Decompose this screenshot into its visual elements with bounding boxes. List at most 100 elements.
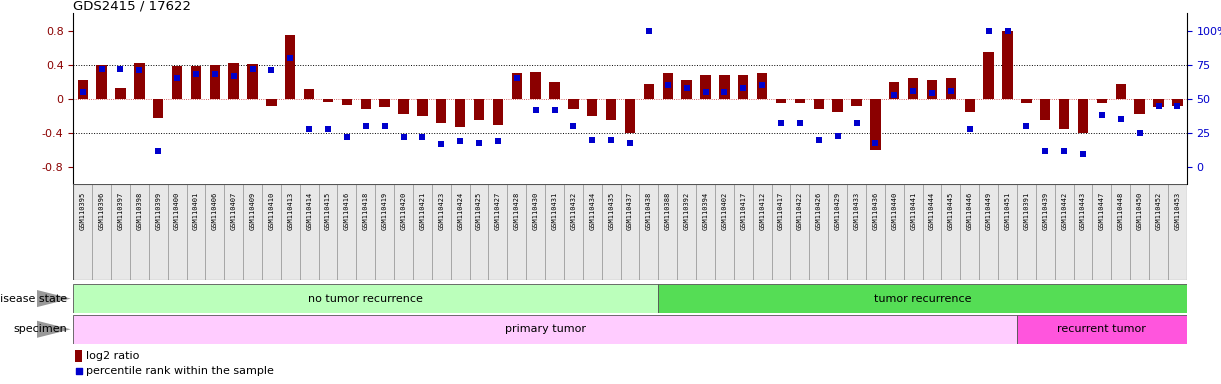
Point bbox=[167, 75, 187, 81]
Bar bbox=[1172, 99, 1183, 106]
Bar bbox=[678, 184, 696, 280]
Point bbox=[129, 67, 149, 73]
Bar bbox=[625, 99, 635, 133]
Point bbox=[375, 123, 394, 129]
Text: GSM110426: GSM110426 bbox=[816, 192, 822, 230]
Point bbox=[1073, 151, 1093, 157]
Bar bbox=[1035, 184, 1055, 280]
Point bbox=[394, 134, 414, 140]
Text: GSM110396: GSM110396 bbox=[99, 192, 105, 230]
Bar bbox=[866, 184, 885, 280]
Point bbox=[1035, 148, 1055, 154]
Point bbox=[68, 368, 89, 374]
Bar bbox=[248, 64, 258, 99]
Bar bbox=[357, 184, 375, 280]
Point bbox=[526, 107, 546, 113]
Text: GSM110417: GSM110417 bbox=[740, 192, 746, 230]
Bar bbox=[111, 184, 129, 280]
Point bbox=[223, 73, 243, 79]
Point bbox=[564, 123, 584, 129]
Bar bbox=[795, 99, 805, 103]
Text: GSM110450: GSM110450 bbox=[1137, 192, 1143, 230]
Bar bbox=[526, 184, 545, 280]
Bar bbox=[304, 89, 314, 99]
Bar bbox=[772, 184, 790, 280]
Bar bbox=[73, 184, 92, 280]
Text: GSM110395: GSM110395 bbox=[79, 192, 85, 230]
Text: GSM110449: GSM110449 bbox=[985, 192, 991, 230]
Text: GSM110440: GSM110440 bbox=[891, 192, 897, 230]
Bar bbox=[436, 99, 447, 123]
Point bbox=[357, 123, 376, 129]
Point bbox=[941, 88, 961, 94]
Text: GSM110438: GSM110438 bbox=[646, 192, 652, 230]
Bar bbox=[149, 184, 167, 280]
Bar bbox=[74, 350, 82, 362]
Text: GSM110406: GSM110406 bbox=[211, 192, 217, 230]
Point bbox=[714, 89, 734, 95]
Bar bbox=[266, 99, 277, 106]
Point bbox=[205, 71, 225, 77]
Point bbox=[620, 139, 640, 146]
Point bbox=[319, 126, 338, 132]
Point bbox=[922, 90, 941, 96]
Bar bbox=[73, 284, 658, 313]
Bar bbox=[681, 80, 692, 99]
Bar bbox=[1168, 184, 1187, 280]
Point bbox=[261, 67, 281, 73]
Bar bbox=[871, 99, 880, 150]
Bar bbox=[757, 73, 767, 99]
Point bbox=[1129, 130, 1149, 136]
Point bbox=[507, 75, 526, 81]
Bar bbox=[790, 184, 810, 280]
Text: GSM110443: GSM110443 bbox=[1081, 192, 1085, 230]
Bar bbox=[418, 99, 427, 116]
Bar bbox=[904, 184, 923, 280]
Point bbox=[752, 82, 772, 88]
Point bbox=[696, 89, 716, 95]
Point bbox=[186, 71, 205, 77]
Text: GSM110388: GSM110388 bbox=[664, 192, 670, 230]
Text: GSM110441: GSM110441 bbox=[910, 192, 916, 230]
Text: GSM110453: GSM110453 bbox=[1175, 192, 1181, 230]
Bar bbox=[1154, 99, 1164, 108]
Bar bbox=[243, 184, 263, 280]
Point bbox=[998, 28, 1017, 34]
Bar bbox=[737, 75, 748, 99]
Bar bbox=[508, 184, 526, 280]
Bar bbox=[115, 88, 126, 99]
Point bbox=[92, 66, 111, 72]
Point bbox=[1111, 116, 1131, 122]
Text: no tumor recurrence: no tumor recurrence bbox=[309, 293, 424, 304]
Bar bbox=[1017, 315, 1187, 344]
Bar bbox=[663, 73, 673, 99]
Bar bbox=[96, 65, 106, 99]
Text: GSM110423: GSM110423 bbox=[438, 192, 444, 230]
Bar bbox=[322, 99, 333, 102]
Text: GSM110452: GSM110452 bbox=[1155, 192, 1161, 230]
Polygon shape bbox=[37, 321, 71, 338]
Bar bbox=[470, 184, 488, 280]
Bar bbox=[167, 184, 187, 280]
Text: GSM110413: GSM110413 bbox=[287, 192, 293, 230]
Point bbox=[676, 85, 696, 91]
Bar bbox=[701, 75, 711, 99]
Bar bbox=[134, 63, 144, 99]
Bar bbox=[946, 78, 956, 99]
Point bbox=[846, 121, 866, 127]
Bar bbox=[606, 99, 617, 120]
Text: GSM110437: GSM110437 bbox=[628, 192, 632, 230]
Text: GSM110446: GSM110446 bbox=[967, 192, 973, 230]
Text: GSM110415: GSM110415 bbox=[325, 192, 331, 230]
Bar bbox=[658, 284, 1187, 313]
Point bbox=[1167, 103, 1187, 109]
Text: GSM110407: GSM110407 bbox=[231, 192, 237, 230]
Point bbox=[866, 139, 885, 146]
Bar bbox=[210, 65, 220, 99]
Bar bbox=[908, 78, 918, 99]
Bar bbox=[1111, 184, 1131, 280]
Bar bbox=[941, 184, 961, 280]
Bar bbox=[1096, 99, 1107, 103]
Bar bbox=[734, 184, 752, 280]
Point bbox=[469, 139, 488, 146]
